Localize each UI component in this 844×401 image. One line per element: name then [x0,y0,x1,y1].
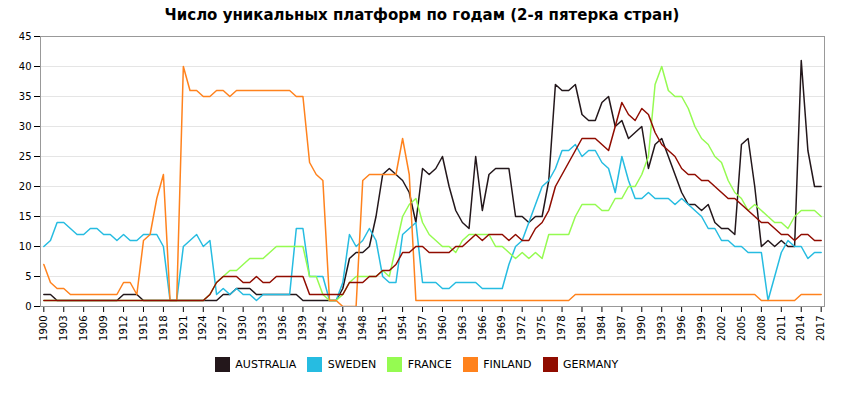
svg-text:2017: 2017 [815,316,826,341]
svg-text:1909: 1909 [98,316,109,341]
svg-text:2014: 2014 [795,316,806,341]
svg-text:1957: 1957 [417,316,428,341]
svg-text:1921: 1921 [178,316,189,341]
svg-text:1969: 1969 [496,316,507,341]
svg-text:35: 35 [19,91,32,102]
svg-text:1948: 1948 [357,316,368,341]
svg-text:1915: 1915 [138,316,149,341]
svg-text:1918: 1918 [158,316,169,341]
svg-text:1990: 1990 [636,316,647,341]
svg-text:1975: 1975 [536,316,547,341]
svg-text:1966: 1966 [477,316,488,341]
html-text:Число уникальных платформ по г: Число уникальных платформ по годам (2-я … [164,6,680,24]
svg-text:2005: 2005 [736,316,747,341]
svg-text:2002: 2002 [716,316,727,341]
svg-text:1942: 1942 [317,316,328,341]
svg-text:1972: 1972 [516,316,527,341]
svg-text:1939: 1939 [297,316,308,341]
svg-text:1930: 1930 [237,316,248,341]
svg-text:1924: 1924 [197,316,208,341]
svg-text:1936: 1936 [277,316,288,341]
svg-text:1945: 1945 [337,316,348,341]
svg-text:1987: 1987 [616,316,627,341]
svg-text:45: 45 [19,31,32,42]
svg-text:15: 15 [19,211,32,222]
svg-text:1963: 1963 [457,316,468,341]
svg-text:5: 5 [25,271,31,282]
html-text:FRANCE: FRANCE [407,358,452,371]
svg-text:1978: 1978 [556,316,567,341]
svg-text:1993: 1993 [656,316,667,341]
svg-text:25: 25 [19,151,32,162]
svg-text:10: 10 [19,241,32,252]
svg-text:1984: 1984 [596,316,607,341]
svg-text:40: 40 [19,61,32,72]
svg-text:1903: 1903 [58,316,69,341]
svg-text:20: 20 [19,181,32,192]
svg-text:1927: 1927 [217,316,228,341]
html-text:AUSTRALIA: AUSTRALIA [235,358,297,371]
svg-text:1951: 1951 [377,316,388,341]
html-text:FINLAND: FINLAND [483,358,532,371]
html-text:SWEDEN: SWEDEN [327,358,377,371]
svg-text:0: 0 [25,301,31,312]
svg-text:1912: 1912 [118,316,129,341]
svg-text:1900: 1900 [38,316,49,341]
svg-text:30: 30 [19,121,32,132]
svg-text:1999: 1999 [696,316,707,341]
svg-text:2008: 2008 [756,316,767,341]
svg-text:1954: 1954 [397,316,408,341]
svg-text:1981: 1981 [576,316,587,341]
svg-text:1933: 1933 [257,316,268,341]
svg-text:2011: 2011 [776,316,787,341]
svg-text:1906: 1906 [78,316,89,341]
svg-text:1960: 1960 [437,316,448,341]
html-text:GERMANY: GERMANY [563,358,619,371]
svg-text:1996: 1996 [676,316,687,341]
